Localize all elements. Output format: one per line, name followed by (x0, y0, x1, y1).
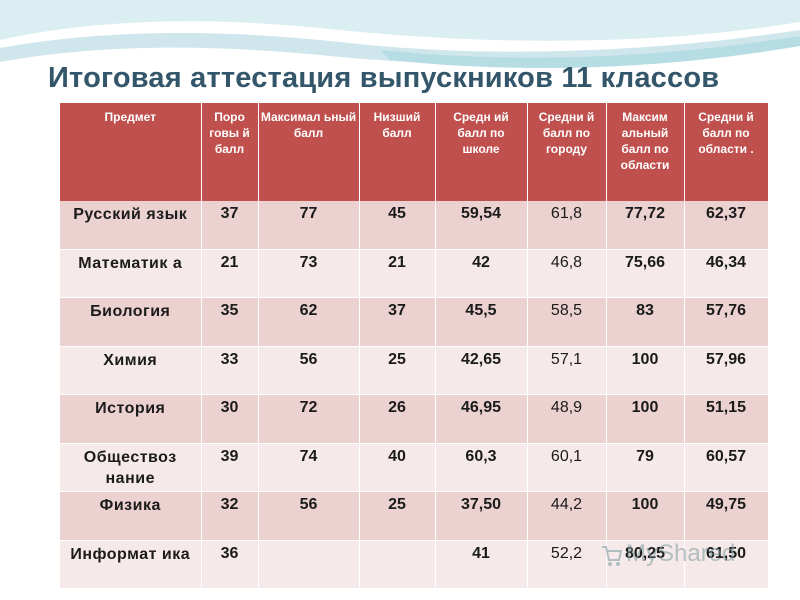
header-row: Предмет Поро говы й балл Максимал ьный б… (60, 103, 769, 201)
subject-cell: Физика (60, 491, 202, 541)
header-region-avg: Средни й балл по области . (684, 103, 769, 201)
region-avg-cell: 51,15 (684, 394, 769, 444)
region-max-cell: 75,66 (606, 249, 685, 298)
threshold-cell: 35 (201, 297, 259, 347)
table-row: Химия 33 56 25 42,65 57,1 100 57,96 (60, 346, 769, 395)
school-avg-cell: 60,3 (435, 443, 528, 492)
threshold-cell: 36 (201, 540, 259, 589)
subject-cell: Биология (60, 297, 202, 347)
header-max-score: Максимал ьный балл (258, 103, 360, 201)
background-waves (0, 0, 800, 69)
school-avg-cell: 41 (435, 540, 528, 589)
region-avg-cell: 57,76 (684, 297, 769, 347)
threshold-cell: 37 (201, 201, 259, 250)
region-avg-cell: 60,57 (684, 443, 769, 492)
page-title: Итоговая аттестация выпускников 11 класс… (48, 62, 720, 94)
subject-cell: История (60, 394, 202, 444)
min-score-cell: 25 (359, 346, 436, 395)
threshold-cell: 33 (201, 346, 259, 395)
header-threshold: Поро говы й балл (201, 103, 259, 201)
city-avg-cell: 57,1 (527, 346, 607, 395)
threshold-cell: 21 (201, 249, 259, 298)
header-city-avg: Средни й балл по городу (527, 103, 607, 201)
header-region-max: Максим альный балл по области (606, 103, 685, 201)
school-avg-cell: 45,5 (435, 297, 528, 347)
region-avg-cell: 62,37 (684, 201, 769, 250)
school-avg-cell: 59,54 (435, 201, 528, 250)
table-row: Математик а 21 73 21 42 46,8 75,66 46,34 (60, 249, 769, 298)
city-avg-cell: 44,2 (527, 491, 607, 541)
subject-cell: Математик а (60, 249, 202, 298)
region-max-cell: 100 (606, 491, 685, 541)
min-score-cell: 26 (359, 394, 436, 444)
min-score-cell: 45 (359, 201, 436, 250)
city-avg-cell: 60,1 (527, 443, 607, 492)
watermark-cart-icon (602, 546, 622, 566)
max-score-cell: 77 (258, 201, 360, 250)
school-avg-cell: 37,50 (435, 491, 528, 541)
watermark: MyShared (626, 540, 736, 567)
region-avg-cell: 49,75 (684, 491, 769, 541)
city-avg-cell: 58,5 (527, 297, 607, 347)
threshold-cell: 39 (201, 443, 259, 492)
header-subject: Предмет (60, 103, 202, 201)
threshold-cell: 32 (201, 491, 259, 541)
max-score-cell: 72 (258, 394, 360, 444)
max-score-cell: 74 (258, 443, 360, 492)
city-avg-cell: 48,9 (527, 394, 607, 444)
school-avg-cell: 42,65 (435, 346, 528, 395)
table-row: Физика 32 56 25 37,50 44,2 100 49,75 (60, 491, 769, 541)
region-avg-cell: 57,96 (684, 346, 769, 395)
subject-cell: Химия (60, 346, 202, 395)
city-avg-cell: 61,8 (527, 201, 607, 250)
max-score-cell: 73 (258, 249, 360, 298)
max-score-cell: 56 (258, 491, 360, 541)
region-max-cell: 79 (606, 443, 685, 492)
city-avg-cell: 52,2 (527, 540, 607, 589)
table-row: Русский язык 37 77 45 59,54 61,8 77,72 6… (60, 201, 769, 250)
city-avg-cell: 46,8 (527, 249, 607, 298)
max-score-cell: 62 (258, 297, 360, 347)
header-school-avg: Средн ий балл по школе (435, 103, 528, 201)
region-max-cell: 77,72 (606, 201, 685, 250)
subject-cell: Русский язык (60, 201, 202, 250)
header-min-score: Низший балл (359, 103, 436, 201)
school-avg-cell: 42 (435, 249, 528, 298)
min-score-cell: 37 (359, 297, 436, 347)
min-score-cell: 21 (359, 249, 436, 298)
threshold-cell: 30 (201, 394, 259, 444)
max-score-cell: 56 (258, 346, 360, 395)
results-table: Предмет Поро говы й балл Максимал ьный б… (60, 103, 769, 589)
table-row: Информат ика 36 41 52,2 80,25 61,50 (60, 540, 769, 589)
min-score-cell (359, 540, 436, 589)
school-avg-cell: 46,95 (435, 394, 528, 444)
region-avg-cell: 61,50 (684, 540, 769, 589)
region-max-cell: 100 (606, 346, 685, 395)
min-score-cell: 25 (359, 491, 436, 541)
table-row: Биология 35 62 37 45,5 58,5 83 57,76 (60, 297, 769, 347)
min-score-cell: 40 (359, 443, 436, 492)
region-max-cell: 100 (606, 394, 685, 444)
table-row: Обществоз нание 39 74 40 60,3 60,1 79 60… (60, 443, 769, 492)
region-avg-cell: 46,34 (684, 249, 769, 298)
subject-cell: Информат ика (60, 540, 202, 589)
region-max-cell: 83 (606, 297, 685, 347)
max-score-cell (258, 540, 360, 589)
table-row: История 30 72 26 46,95 48,9 100 51,15 (60, 394, 769, 444)
subject-cell: Обществоз нание (60, 443, 202, 492)
